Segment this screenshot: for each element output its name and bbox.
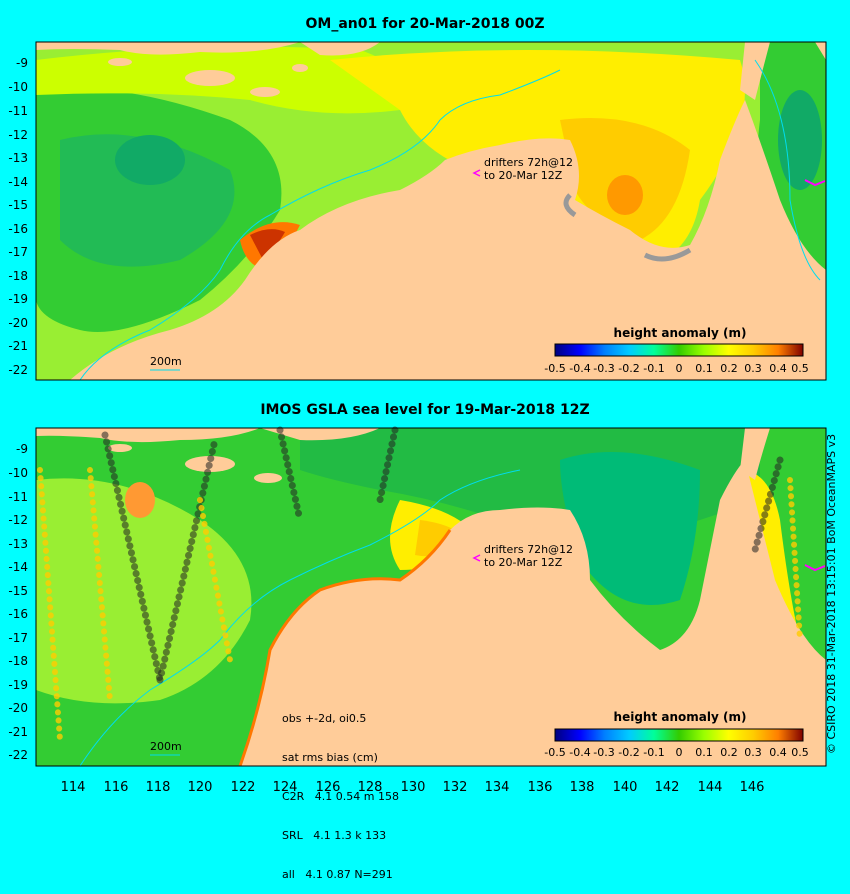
y-tick-label: -10 [8, 466, 28, 480]
y-tick-label: -20 [8, 701, 28, 715]
map-canvas [35, 41, 827, 767]
x-tick-label: 142 [654, 780, 680, 795]
x-tick-label: 134 [484, 780, 510, 795]
x-tick-label: 122 [230, 780, 256, 795]
colorbar-tick: 0.2 [720, 746, 738, 759]
bottom-map-title: IMOS GSLA sea level for 19-Mar-2018 12Z [260, 402, 590, 418]
colorbar-tick: 0.5 [791, 746, 809, 759]
colorbar-tick: -0.4 [569, 746, 591, 759]
colorbar-tick: -0.1 [643, 362, 665, 375]
colorbar-tick: -0.1 [643, 746, 665, 759]
bottom-colorbar-title: height anomaly (m) [613, 710, 747, 724]
colorbar-tick: -0.2 [618, 746, 640, 759]
stats-line: obs +-2d, oi0.5 [282, 712, 367, 725]
colorbar-tick: -0.5 [544, 746, 566, 759]
y-tick-label: -21 [8, 339, 28, 353]
y-tick-label: -9 [16, 442, 28, 456]
y-tick-label: -22 [8, 748, 28, 762]
x-tick-label: 128 [357, 780, 383, 795]
y-tick-label: -16 [8, 607, 28, 621]
y-tick-label: -21 [8, 725, 28, 739]
y-tick-label: -11 [8, 490, 28, 504]
y-tick-label: -13 [8, 537, 28, 551]
stats-line: C2R 4.1 0.54 m 158 [282, 790, 399, 803]
bottom-scale-label: 200m [150, 740, 182, 753]
colorbar-tick: 0.2 [720, 362, 738, 375]
x-tick-label: 132 [442, 780, 468, 795]
y-tick-label: -17 [8, 245, 28, 259]
y-tick-label: -22 [8, 363, 28, 377]
top-scale-label: 200m [150, 355, 182, 368]
drifters-line-1: drifters 72h@12 [484, 543, 574, 556]
x-tick-label: 136 [527, 780, 553, 795]
bottom-drifters-label: drifters 72h@12 to 20-Mar 12Z [484, 543, 573, 569]
colorbar-tick: 0 [675, 746, 683, 759]
stats-line: all 4.1 0.87 N=291 [282, 868, 393, 881]
y-tick-label: -16 [8, 222, 28, 236]
colorbar-tick: 0.4 [769, 362, 787, 375]
credit-text: © CSIRO 2018 31-Mar-2018 13:15:01 BoM Oc… [825, 433, 838, 754]
y-tick-label: -20 [8, 316, 28, 330]
colorbar-tick: 0 [675, 362, 683, 375]
drifters-line-1: drifters 72h@12 [484, 156, 574, 169]
stats-line: sat rms bias (cm) [282, 751, 378, 764]
top-map-panel [35, 41, 827, 381]
y-tick-label: -11 [8, 104, 28, 118]
x-tick-label: 130 [400, 780, 426, 795]
top-drifters-label: drifters 72h@12 to 20-Mar 12Z [484, 156, 573, 182]
top-colorbar-title: height anomaly (m) [613, 326, 747, 340]
bottom-map-panel [35, 426, 827, 767]
colorbar-tick: 0.5 [791, 362, 809, 375]
y-tick-label: -14 [8, 560, 28, 574]
colorbar-tick: -0.5 [544, 362, 566, 375]
stats-line: SRL 4.1 1.3 k 133 [282, 829, 387, 842]
x-tick-label: 118 [145, 780, 171, 795]
y-tick-label: -9 [16, 56, 28, 70]
x-tick-label: 116 [103, 780, 129, 795]
y-tick-label: -13 [8, 151, 28, 165]
colorbar-tick: -0.4 [569, 362, 591, 375]
top-map-title: OM_an01 for 20-Mar-2018 00Z [305, 16, 545, 32]
y-tick-label: -19 [8, 678, 28, 692]
colorbar-tick: -0.2 [618, 362, 640, 375]
x-tick-label: 124 [272, 780, 298, 795]
y-tick-label: -19 [8, 292, 28, 306]
drifters-line-2: to 20-Mar 12Z [484, 169, 563, 182]
y-tick-label: -17 [8, 631, 28, 645]
drifters-line-2: to 20-Mar 12Z [484, 556, 563, 569]
x-tick-label: 140 [612, 780, 638, 795]
colorbar-tick: 0.3 [744, 746, 762, 759]
obs-stats: obs +-2d, oi0.5 sat rms bias (cm) C2R 4.… [282, 686, 399, 894]
colorbar-tick: 0.4 [769, 746, 787, 759]
y-tick-label: -18 [8, 269, 28, 283]
y-tick-label: -10 [8, 80, 28, 94]
x-tick-label: 146 [739, 780, 765, 795]
colorbar-tick: -0.3 [593, 362, 615, 375]
x-tick-label: 120 [187, 780, 213, 795]
colorbar-tick: -0.3 [593, 746, 615, 759]
x-tick-label: 138 [569, 780, 595, 795]
y-tick-label: -14 [8, 175, 28, 189]
colorbar-tick: 0.1 [695, 362, 713, 375]
y-tick-label: -12 [8, 513, 28, 527]
y-tick-label: -12 [8, 128, 28, 142]
y-tick-label: -15 [8, 198, 28, 212]
x-tick-label: 126 [315, 780, 341, 795]
x-tick-label: 144 [697, 780, 723, 795]
x-tick-label: 114 [60, 780, 86, 795]
colorbar-tick: 0.1 [695, 746, 713, 759]
y-tick-label: -15 [8, 584, 28, 598]
colorbar-tick: 0.3 [744, 362, 762, 375]
y-tick-label: -18 [8, 654, 28, 668]
